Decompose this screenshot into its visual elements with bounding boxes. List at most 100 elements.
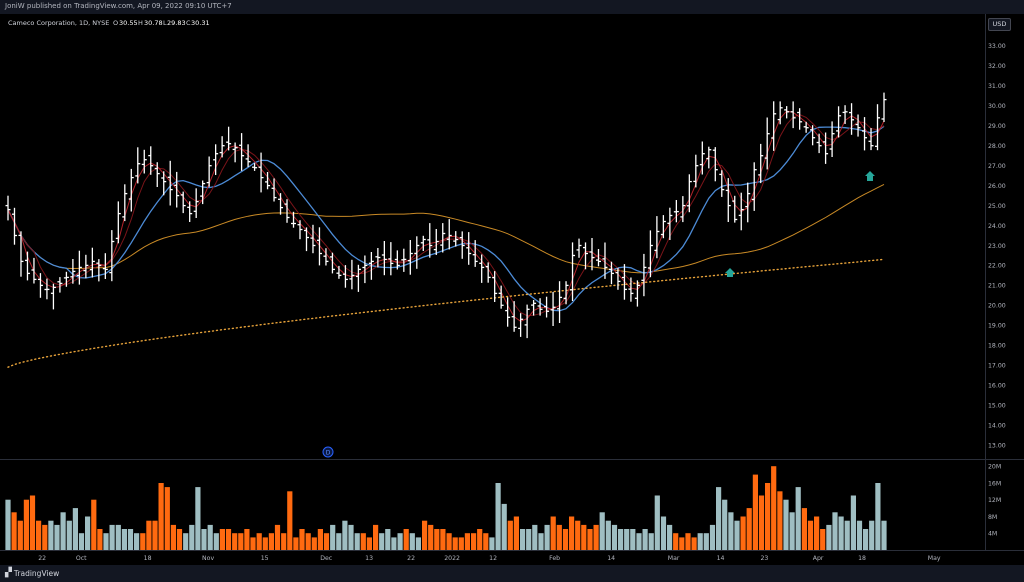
legend-close-label: C	[186, 19, 191, 27]
volume-bar	[360, 533, 366, 550]
volume-bar	[513, 516, 519, 550]
ohlc-bar	[278, 193, 284, 215]
volume-bar	[256, 533, 262, 550]
ohlc-bar	[531, 300, 537, 316]
currency-button[interactable]: USD	[988, 18, 1011, 31]
ohlc-bar	[407, 240, 413, 275]
ohlc-bar	[303, 227, 309, 252]
ohlc-bar	[764, 117, 770, 170]
ohlc-bar	[252, 163, 258, 171]
time-tick-label: Apr	[813, 555, 824, 562]
ohlc-bar	[745, 182, 751, 223]
volume-bar	[869, 520, 875, 550]
volume-bar	[54, 524, 60, 550]
time-tick-label: 14	[717, 555, 725, 562]
volume-bar	[29, 495, 36, 550]
volume-bar	[146, 520, 152, 550]
volume-bar	[581, 524, 587, 550]
legend-low-value: 29.83	[167, 19, 186, 27]
ohlc-bar	[180, 191, 186, 214]
price-tick-label: 13.00	[988, 442, 1006, 449]
volume-bar	[207, 524, 213, 550]
volume-bar	[268, 533, 274, 550]
volume-bar	[691, 537, 697, 550]
volume-bar	[630, 529, 636, 550]
volume-bar	[103, 533, 109, 550]
volume-bar	[771, 466, 777, 550]
volume-bar	[685, 533, 691, 550]
volume-bar	[342, 520, 348, 550]
volume-bar	[434, 529, 440, 550]
ohlc-bar	[342, 265, 348, 288]
legend-ohlc: O 30.55 H 30.78 L 29.83 C 30.31	[113, 19, 210, 27]
ohlc-bar	[719, 170, 725, 197]
ohlc-bar	[420, 235, 426, 251]
ohlc-bar	[751, 162, 757, 211]
ma-blue-line	[7, 125, 885, 312]
ohlc-bar	[355, 264, 361, 292]
price-tick-label: 22.00	[988, 263, 1006, 270]
volume-bar	[336, 533, 342, 550]
ohlc-bar	[875, 104, 881, 151]
volume-bar	[225, 529, 232, 550]
ohlc-bar	[284, 199, 290, 223]
volume-bar	[464, 533, 470, 550]
volume-bar	[636, 533, 642, 550]
publish-header: JoniW published on TradingView.com, Apr …	[0, 0, 1024, 14]
volume-bar	[5, 499, 11, 550]
ohlc-bar	[193, 188, 199, 218]
ohlc-bar	[706, 146, 712, 169]
ohlc-bar	[511, 301, 517, 332]
time-tick-label: 23	[760, 555, 768, 562]
ohlc-bar	[595, 249, 601, 267]
volume-bar	[48, 520, 54, 550]
volume-bar	[42, 524, 48, 550]
ohlc-bar	[777, 101, 783, 125]
ohlc-bar	[232, 142, 238, 163]
ohlc-bar	[615, 267, 621, 290]
volume-bar	[348, 524, 354, 550]
volume-bar	[489, 537, 495, 550]
legend-low-label: L	[163, 19, 167, 27]
ohlc-bar	[70, 259, 76, 284]
time-tick-label: Feb	[549, 555, 560, 562]
ohlc-bar	[725, 178, 731, 222]
ohlc-bar	[297, 220, 303, 240]
ohlc-bar	[401, 248, 407, 272]
volume-bar	[783, 499, 789, 550]
ohlc-bar	[187, 201, 193, 222]
ohlc-bar	[362, 255, 368, 284]
time-tick-label: Mar	[668, 555, 680, 562]
volume-bar	[152, 520, 158, 550]
tradingview-logo[interactable]: ▞ TradingView	[5, 568, 59, 578]
time-tick-label: 18	[144, 555, 152, 562]
ohlc-bar	[641, 253, 647, 297]
ohlc-bar	[161, 171, 167, 196]
volume-bar	[127, 529, 134, 550]
volume-bar	[709, 524, 716, 550]
price-tick-label: 23.00	[988, 243, 1006, 250]
volume-bar	[520, 529, 526, 550]
dividend-marker[interactable]: D	[322, 446, 334, 458]
ohlc-bar	[388, 242, 394, 276]
volume-bar	[176, 529, 183, 550]
price-tick-label: 15.00	[988, 402, 1006, 409]
time-tick-label: 13	[365, 555, 373, 562]
ohlc-bar	[550, 292, 556, 326]
price-tick-label: 24.00	[988, 223, 1006, 230]
ohlc-bar	[18, 231, 24, 277]
volume-bar	[201, 529, 207, 550]
ohlc-bar	[608, 261, 614, 285]
volume-bar	[183, 533, 189, 550]
volume-bar	[164, 487, 170, 550]
volume-bar	[219, 529, 225, 550]
ohlc-bar	[660, 215, 666, 239]
volume-bar	[440, 529, 446, 550]
ohlc-bar	[816, 133, 822, 154]
volume-bar	[471, 533, 477, 550]
volume-bar	[703, 533, 709, 550]
volume-bar	[11, 512, 17, 550]
ohlc-bar	[200, 180, 206, 205]
volume-bar	[777, 491, 783, 550]
